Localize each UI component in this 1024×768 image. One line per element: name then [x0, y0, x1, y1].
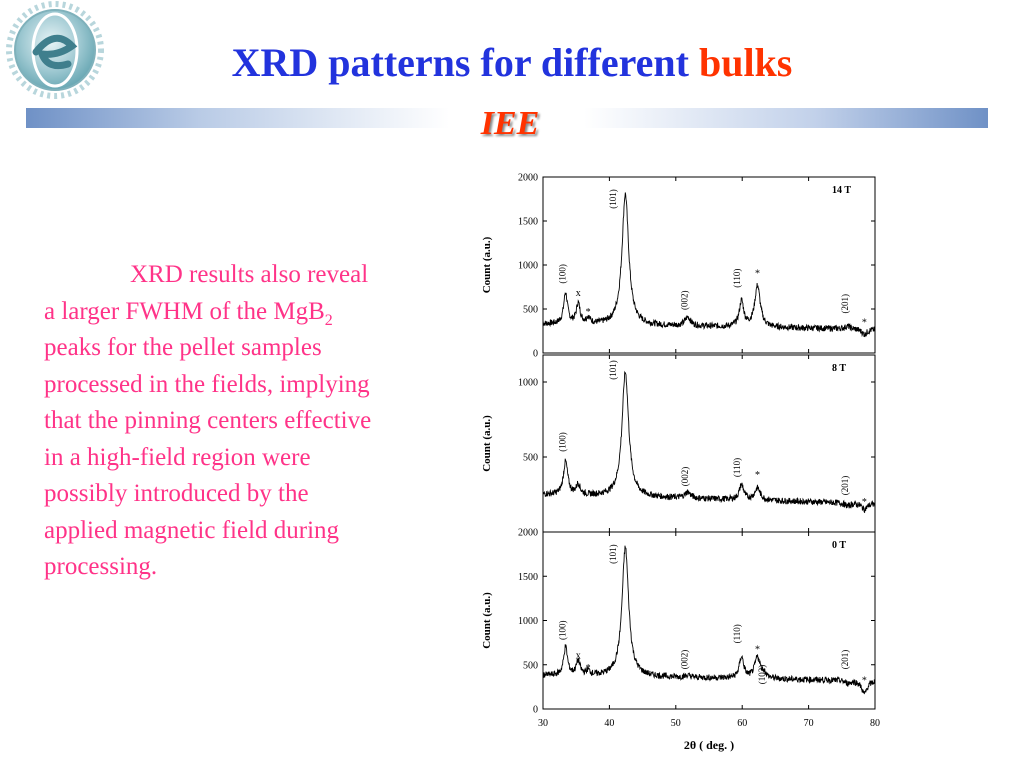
- xrd-pattern-0-t: [542, 545, 876, 695]
- title-highlight: bulks: [698, 40, 793, 85]
- peak-label: (201): [840, 294, 850, 314]
- iee-logo: [0, 0, 110, 104]
- peak-marker: *: [862, 675, 867, 686]
- y-axis-label: Count (a.u.): [481, 592, 493, 649]
- slide-title: XRD patterns for different bulks: [0, 38, 1024, 88]
- y-tick-label: 1000: [518, 261, 538, 272]
- x-tick-label: 70: [804, 718, 814, 729]
- body-text-part2: peaks for the pellet samples processed i…: [44, 334, 372, 580]
- xrd-pattern-14-t: [542, 192, 876, 338]
- y-tick-label: 500: [523, 305, 538, 316]
- peak-marker: *: [755, 268, 760, 279]
- peak-label: (201): [840, 476, 850, 496]
- body-text-subscript: 2: [324, 311, 333, 329]
- peak-label: (100): [558, 264, 568, 284]
- peak-label: (101): [608, 189, 618, 209]
- y-tick-label: 1500: [518, 217, 538, 228]
- y-tick-label: 500: [523, 660, 538, 671]
- plot-frame: [542, 531, 876, 710]
- y-tick-label: 2000: [518, 173, 538, 184]
- peak-marker: *: [755, 470, 760, 481]
- title-main: XRD patterns for different: [231, 40, 689, 85]
- body-text: XRD results also reveal a larger FWHM of…: [44, 257, 384, 586]
- body-text-part1: XRD results also reveal a larger FWHM of…: [44, 261, 369, 325]
- peak-marker: *: [862, 318, 867, 329]
- peak-label: (100): [558, 620, 568, 640]
- peak-label: (002): [680, 650, 690, 670]
- y-tick-label: 500: [523, 453, 538, 464]
- peak-marker: *: [862, 497, 867, 508]
- peak-label: (101): [608, 544, 618, 564]
- peak-label: (100): [558, 432, 568, 452]
- y-tick-label: 0: [533, 705, 538, 716]
- x-tick-label: 30: [538, 718, 548, 729]
- title-divider: [26, 108, 988, 128]
- x-tick-label: 60: [737, 718, 747, 729]
- y-axis-label: Count (a.u.): [481, 415, 493, 472]
- panel-field-label: 14 T: [832, 185, 851, 196]
- panel-field-label: 8 T: [832, 363, 846, 374]
- peak-marker: *: [586, 663, 591, 674]
- panel-field-label: 0 T: [832, 540, 846, 551]
- peak-label: (110): [732, 458, 742, 477]
- peak-marker: *: [755, 644, 760, 655]
- y-tick-label: 1000: [518, 378, 538, 389]
- y-tick-label: 1000: [518, 616, 538, 627]
- peak-label: (002): [680, 290, 690, 310]
- peak-label: (002): [680, 467, 690, 487]
- y-tick-label: 1500: [518, 572, 538, 583]
- xrd-pattern-8-t: [542, 370, 876, 514]
- peak-label: (110): [732, 624, 742, 643]
- y-tick-label: 0: [533, 349, 538, 360]
- x-tick-label: 50: [671, 718, 681, 729]
- x-tick-label: 40: [604, 718, 614, 729]
- peak-marker: *: [586, 307, 591, 318]
- y-axis-label: Count (a.u.): [481, 236, 493, 293]
- iee-subtitle: IEE: [480, 105, 540, 142]
- peak-marker: x: [576, 288, 581, 299]
- peak-label: (201): [840, 650, 850, 670]
- peak-marker: x: [576, 651, 581, 662]
- x-tick-label: 80: [870, 718, 880, 729]
- plot-frame: [542, 354, 876, 533]
- x-axis-label: 2θ ( deg. ): [684, 738, 734, 752]
- peak-label: (101): [608, 360, 618, 380]
- peak-label: (110): [732, 269, 742, 288]
- y-tick-label: 2000: [518, 528, 538, 539]
- peak-label: (102): [757, 665, 767, 685]
